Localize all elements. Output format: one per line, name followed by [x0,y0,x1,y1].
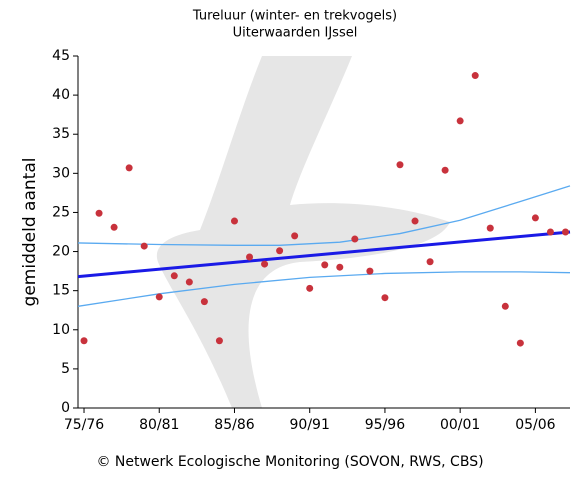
chart-subtitle: Uiterwaarden IJssel [233,26,358,41]
data-point [230,217,238,225]
data-point [140,242,148,250]
y-tick-label: 0 [61,400,70,416]
data-point [501,302,509,310]
y-tick-label: 5 [61,361,70,377]
y-tick-label: 40 [52,87,70,103]
trend-line [77,230,571,279]
y-tick-label: 10 [52,322,70,338]
data-point [95,209,103,217]
data-point [561,228,569,236]
data-point [471,72,479,80]
data-point [261,260,269,268]
data-point [155,293,163,301]
data-point [366,267,374,275]
data-point [80,337,88,345]
data-point [200,298,208,306]
data-point [381,294,389,302]
y-tick-label: 45 [52,48,70,64]
data-point [516,339,524,347]
data-point [456,117,464,125]
y-tick-label: 25 [52,204,70,220]
data-point [441,166,449,174]
chart-title: Tureluur (winter- en trekvogels) [192,9,397,24]
data-point [276,247,284,255]
x-tick-label: 80/81 [139,417,179,433]
x-tick-label: 75/76 [64,417,104,433]
data-point [336,263,344,271]
data-point [546,228,554,236]
data-point [125,164,133,172]
data-point [486,224,494,232]
data-point [531,214,539,222]
y-tick-label: 30 [52,165,70,181]
data-point [291,232,299,240]
x-tick-label: 90/91 [290,417,330,433]
trend-line [77,185,571,246]
data-point [185,278,193,286]
x-tick-label: 05/06 [515,417,555,433]
x-tick-label: 00/01 [440,417,480,433]
y-axis-label: gemiddeld aantal [20,158,40,307]
data-point [246,253,254,261]
data-point [110,223,118,231]
data-point [351,235,359,243]
data-point [170,272,178,280]
x-tick-label: 85/86 [214,417,254,433]
shaded-region [156,56,450,408]
footer: © Netwerk Ecologische Monitoring (SOVON,… [96,454,483,470]
data-point [321,261,329,269]
data-point [306,284,314,292]
data-point [411,217,419,225]
data-point [215,337,223,345]
x-tick-label: 95/96 [365,417,405,433]
trend-line [77,271,571,307]
data-point [396,161,404,169]
y-tick-label: 15 [52,283,70,299]
y-tick-label: 35 [52,126,70,142]
data-point [426,258,434,266]
y-tick-label: 20 [52,244,70,260]
